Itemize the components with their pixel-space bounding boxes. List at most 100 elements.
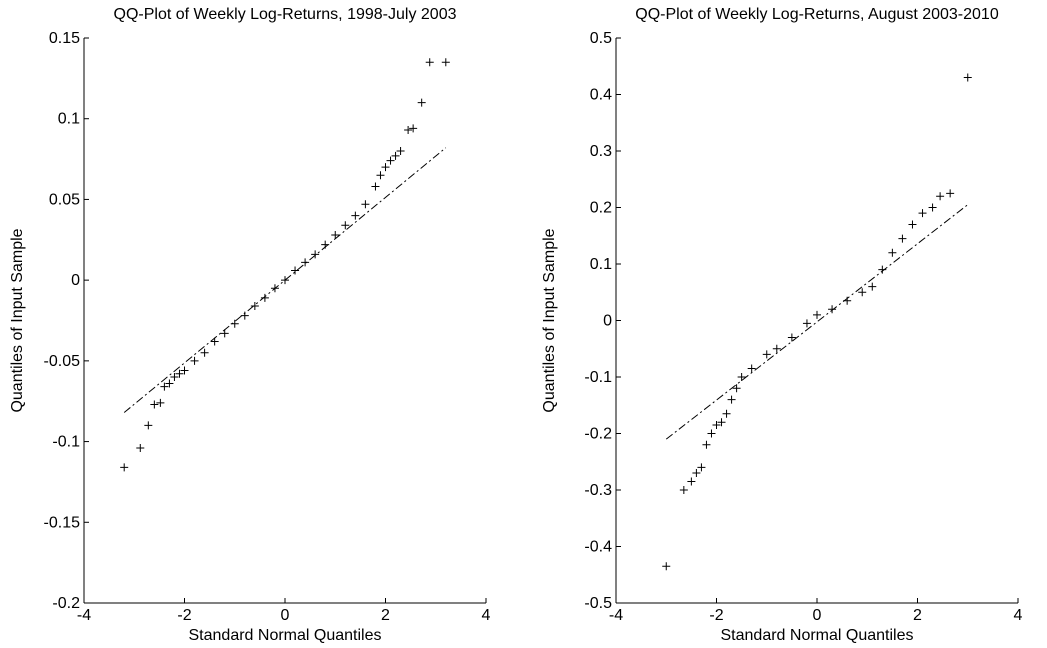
point <box>928 203 937 212</box>
y-tick-label: -0.05 <box>44 353 81 370</box>
point <box>376 171 385 180</box>
x-tick-label: 4 <box>1014 607 1023 624</box>
point <box>702 440 711 449</box>
y-tick-label: -0.3 <box>584 482 612 499</box>
y-tick-label: -0.1 <box>584 369 612 386</box>
point <box>878 265 887 274</box>
x-axis-label: Standard Normal Quantiles <box>189 627 382 644</box>
y-tick-label: -0.5 <box>584 595 612 612</box>
x-tick-label: 2 <box>913 607 922 624</box>
point <box>936 192 945 201</box>
point <box>828 305 837 314</box>
point <box>150 400 159 409</box>
point <box>321 240 330 249</box>
y-tick-label: 0.05 <box>49 191 80 208</box>
chart-title: QQ-Plot of Weekly Log-Returns, 1998-July… <box>114 6 457 23</box>
x-tick-label: -2 <box>177 607 191 624</box>
point <box>918 209 927 218</box>
point <box>136 444 145 453</box>
point <box>175 369 184 378</box>
point <box>381 163 390 172</box>
point <box>441 58 450 67</box>
point <box>170 373 179 381</box>
point <box>240 311 249 320</box>
point <box>404 126 413 135</box>
point <box>843 296 852 305</box>
point <box>230 319 239 328</box>
point <box>156 398 165 407</box>
y-tick-label: -0.15 <box>44 514 81 531</box>
point <box>301 258 310 267</box>
point <box>732 384 741 393</box>
point <box>291 266 300 275</box>
point <box>747 364 756 373</box>
chart-title: QQ-Plot of Weekly Log-Returns, August 20… <box>635 6 999 23</box>
x-tick-label: 4 <box>482 607 491 624</box>
x-tick-label: -4 <box>77 607 91 624</box>
point <box>341 221 350 230</box>
point <box>888 248 897 257</box>
point <box>662 562 671 571</box>
y-axis-label: Quantiles of Input Sample <box>541 228 558 412</box>
x-tick-label: -4 <box>609 607 623 624</box>
point <box>692 469 701 478</box>
point <box>717 418 726 427</box>
y-tick-label: 0 <box>71 272 80 289</box>
point <box>396 147 405 155</box>
point <box>946 189 955 198</box>
y-tick-label: 0.2 <box>590 200 612 217</box>
point <box>409 124 418 133</box>
point <box>144 421 153 430</box>
point <box>425 58 434 67</box>
reference-line <box>665 204 969 440</box>
y-tick-label: 0.4 <box>590 87 612 104</box>
point <box>210 337 219 346</box>
y-axis-label: Quantiles of Input Sample <box>9 228 26 412</box>
point <box>802 319 811 328</box>
point <box>281 276 289 285</box>
y-tick-label: -0.2 <box>584 426 612 443</box>
point <box>120 463 129 472</box>
point <box>160 382 169 391</box>
point <box>165 379 174 388</box>
y-tick-label: 0.5 <box>590 30 612 47</box>
point <box>361 200 370 209</box>
point <box>762 350 771 359</box>
point <box>963 73 972 82</box>
point <box>200 348 209 357</box>
point <box>772 344 781 353</box>
point <box>712 421 721 430</box>
point <box>687 477 696 486</box>
point <box>417 98 426 107</box>
point <box>331 230 340 239</box>
point <box>270 284 279 293</box>
point <box>190 356 199 365</box>
point <box>868 282 877 291</box>
point <box>679 486 688 494</box>
point <box>260 293 269 302</box>
point <box>908 220 917 229</box>
point <box>898 234 907 243</box>
x-tick-label: 0 <box>281 607 290 624</box>
point <box>391 151 400 160</box>
point <box>351 211 360 220</box>
y-tick-label: -0.2 <box>52 595 80 612</box>
x-tick-label: 2 <box>381 607 390 624</box>
point <box>707 429 716 438</box>
y-tick-label: -0.1 <box>52 434 80 451</box>
point <box>386 156 395 165</box>
x-tick-label: 0 <box>813 607 822 624</box>
point <box>787 333 796 342</box>
point <box>220 329 229 338</box>
point <box>727 395 736 404</box>
y-tick-label: -0.4 <box>584 539 612 556</box>
y-tick-label: 0.3 <box>590 143 612 160</box>
point <box>858 288 867 297</box>
point <box>371 182 380 191</box>
point <box>180 366 189 375</box>
point <box>813 310 821 319</box>
y-tick-label: 0.15 <box>49 30 80 47</box>
point <box>311 250 320 259</box>
y-tick-label: 0.1 <box>590 256 612 273</box>
